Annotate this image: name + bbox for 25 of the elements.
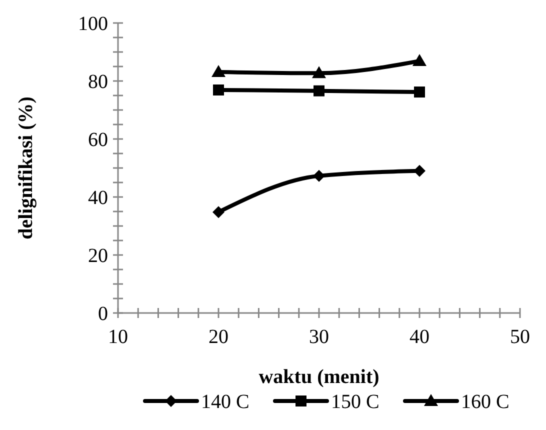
legend-label: 150 C <box>331 391 380 413</box>
y-tick-label: 60 <box>88 129 108 151</box>
legend-label: 140 C <box>201 391 250 413</box>
point <box>312 66 326 78</box>
x-tick-label: 10 <box>108 326 128 348</box>
legend-label: 160 C <box>461 391 510 413</box>
x-tick-label: 40 <box>410 326 430 348</box>
point <box>412 54 426 66</box>
y-tick-label: 80 <box>88 71 108 93</box>
x-tick-label: 20 <box>208 326 228 348</box>
y-tick-label: 100 <box>78 13 108 35</box>
y-tick-label: 40 <box>88 187 108 209</box>
point <box>314 85 324 96</box>
y-tick-label: 0 <box>98 303 108 325</box>
point <box>213 84 224 96</box>
y-tick-label: 20 <box>88 245 108 267</box>
x-axis-title: waktu (menit) <box>258 366 380 388</box>
y-axis-title: delignifikasi (%) <box>15 96 37 240</box>
point <box>414 164 426 177</box>
point <box>212 206 224 218</box>
x-tick-label: 50 <box>510 326 530 348</box>
point <box>313 170 325 182</box>
point <box>212 65 226 78</box>
x-tick-label: 30 <box>309 326 329 348</box>
point <box>414 86 425 98</box>
